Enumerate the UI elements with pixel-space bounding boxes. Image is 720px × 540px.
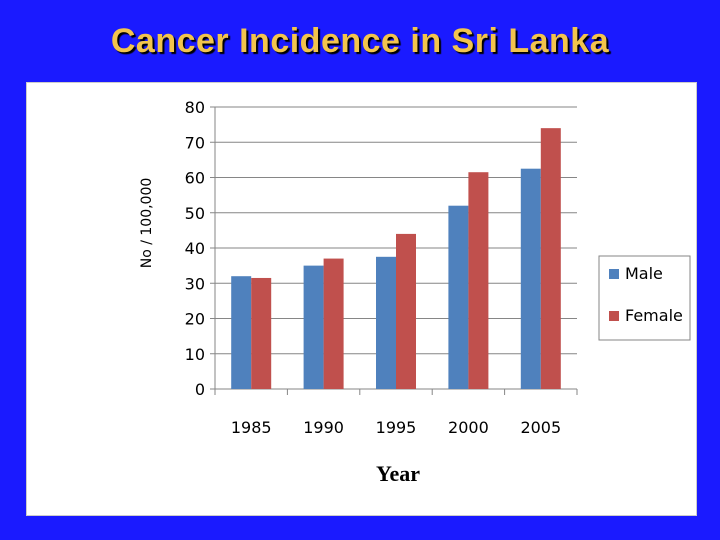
legend-swatch-female bbox=[609, 311, 619, 321]
y-tick-label: 0 bbox=[195, 380, 205, 399]
legend-label-female: Female bbox=[625, 306, 683, 325]
slide-title: Cancer Incidence in Sri Lanka bbox=[110, 22, 610, 60]
x-axis-label: Year bbox=[376, 461, 420, 486]
bars bbox=[231, 128, 561, 389]
y-tick-label: 30 bbox=[185, 274, 205, 293]
bar-female-2000 bbox=[468, 172, 489, 389]
y-tick-label: 20 bbox=[185, 310, 205, 329]
x-tick-label: 2000 bbox=[448, 418, 489, 437]
chart-panel: 0 10 20 30 40 50 60 70 80 1985 1990 1995 2000 2005 N… bbox=[26, 82, 697, 516]
bar-female-1985 bbox=[251, 277, 272, 389]
legend-label-male: Male bbox=[625, 264, 663, 283]
y-tick-label: 80 bbox=[185, 98, 205, 117]
x-tick-labels: 1985 1990 1995 2000 2005 bbox=[231, 418, 561, 437]
bar-female-2005 bbox=[540, 128, 561, 389]
bar-female-1995 bbox=[396, 233, 416, 389]
legend-swatch-male bbox=[609, 269, 619, 279]
y-axis-label: No / 100,000 bbox=[139, 178, 155, 269]
x-tick-label: 1990 bbox=[303, 418, 344, 437]
bar-male-1985 bbox=[231, 276, 252, 389]
x-tick-label: 1995 bbox=[376, 418, 417, 437]
y-tick-label: 70 bbox=[185, 133, 205, 152]
bar-male-1990 bbox=[303, 265, 324, 389]
bar-chart: 0 10 20 30 40 50 60 70 80 1985 1990 1995 2000 2005 N… bbox=[139, 98, 691, 486]
bar-male-1995 bbox=[376, 256, 396, 389]
y-tick-label: 60 bbox=[185, 169, 205, 188]
y-tick-label: 40 bbox=[185, 239, 205, 258]
x-tick-label: 1985 bbox=[231, 418, 272, 437]
legend: Male Female bbox=[598, 255, 691, 341]
bar-female-1990 bbox=[323, 258, 344, 389]
bar-male-2005 bbox=[520, 168, 541, 389]
y-tick-labels: 0 10 20 30 40 50 60 70 80 bbox=[185, 98, 205, 399]
y-tick-label: 10 bbox=[185, 345, 205, 364]
y-tick-label: 50 bbox=[185, 204, 205, 223]
bar-male-2000 bbox=[448, 205, 469, 389]
x-tick-label: 2005 bbox=[520, 418, 561, 437]
